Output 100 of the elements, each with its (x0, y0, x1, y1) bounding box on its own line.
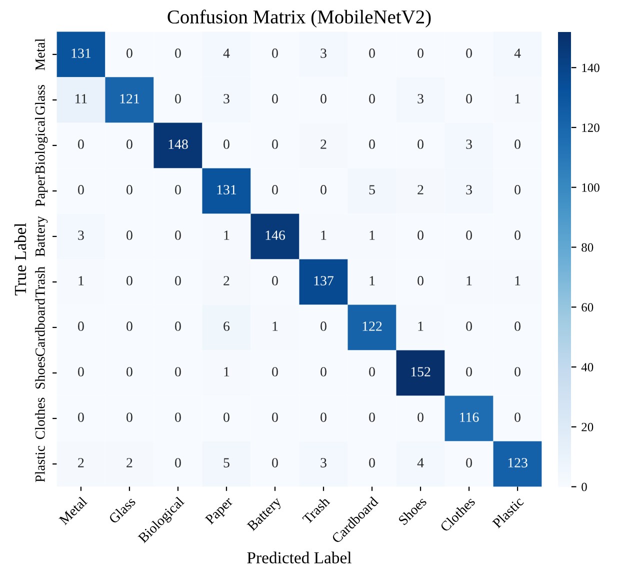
data-label: 0 (466, 367, 472, 376)
data-label: 0 (369, 94, 375, 104)
data-label: 5 (224, 458, 230, 468)
data-label: 0 (514, 367, 520, 376)
data-label: 0 (514, 230, 520, 240)
data-label: 0 (418, 230, 424, 240)
data-label: 4 (417, 458, 424, 468)
data-label: 4 (223, 48, 230, 58)
data-label: 0 (418, 276, 424, 286)
data-label: 0 (175, 94, 181, 104)
data-label: 0 (369, 367, 375, 376)
data-label: 131 (217, 185, 236, 194)
color-bar-label: 80 (582, 243, 594, 252)
data-label: 0 (175, 322, 181, 331)
data-label: 123 (508, 458, 528, 468)
y-tick-label: Trash (35, 266, 45, 298)
data-label: 0 (466, 230, 472, 240)
data-label: 0 (418, 140, 424, 149)
data-label: 1 (515, 94, 520, 104)
data-label: 2 (320, 140, 326, 149)
data-label: 0 (126, 276, 132, 286)
data-label: 121 (120, 94, 140, 104)
data-label: 0 (320, 185, 326, 194)
data-label: 6 (224, 322, 230, 331)
y-tick-label: Metal (35, 38, 45, 70)
color-bar-label: 40 (581, 362, 594, 372)
data-label: 0 (175, 185, 181, 194)
data-label: 0 (272, 458, 278, 468)
data-label: 0 (224, 412, 230, 422)
data-label: 3 (466, 140, 472, 149)
data-label: 152 (411, 367, 430, 376)
data-label: 1 (418, 322, 424, 331)
data-label: 0 (272, 94, 278, 104)
y-tick-label: Clothes (35, 398, 45, 440)
x-axis-title: Predicted Label (247, 552, 352, 564)
data-label: 0 (78, 140, 84, 149)
data-label: 0 (514, 322, 520, 331)
data-label: 3 (418, 94, 424, 104)
data-label: 0 (466, 322, 472, 331)
data-label: 0 (175, 458, 181, 468)
data-label: 0 (78, 322, 84, 331)
y-tick-label: Glass (35, 85, 45, 115)
data-label: 4 (514, 48, 521, 58)
data-label: 0 (418, 48, 424, 58)
data-label: 0 (272, 412, 278, 422)
data-label: 0 (78, 412, 84, 422)
data-label: 0 (369, 412, 375, 422)
data-label: 2 (78, 458, 84, 468)
data-label: 0 (126, 140, 132, 149)
data-label: 3 (224, 94, 230, 104)
data-label: 122 (362, 322, 382, 331)
y-tick-label: Battery (36, 216, 48, 256)
data-label: 0 (126, 322, 132, 331)
data-label: 0 (78, 185, 84, 194)
data-label: 0 (175, 48, 181, 58)
data-label: 0 (272, 185, 278, 194)
data-label: 0 (369, 458, 375, 468)
data-label: 1 (466, 276, 472, 286)
data-label: 2 (126, 458, 132, 468)
data-label: 1 (515, 276, 520, 286)
data-label: 11 (75, 94, 87, 104)
y-axis-title: True Label (14, 223, 26, 296)
data-label: 0 (272, 48, 278, 58)
data-label: 0 (466, 48, 472, 58)
chart-title: Confusion Matrix (MobileNetV2) (168, 10, 431, 28)
color-bar-label: 120 (582, 124, 600, 132)
data-label: 0 (466, 458, 472, 468)
color-bar-label: 60 (582, 303, 594, 312)
data-label: 0 (126, 48, 132, 58)
y-tick-label: Shoes (35, 356, 45, 389)
y-tick-label: Paper (36, 175, 48, 206)
data-label: 1 (321, 230, 326, 240)
data-label: 0 (126, 367, 132, 376)
data-label: 0 (272, 276, 278, 286)
data-label: 0 (514, 140, 520, 149)
data-label: 1 (224, 230, 230, 240)
data-label: 2 (418, 185, 424, 194)
data-label: 0 (272, 367, 278, 376)
y-tick-label: Biological (35, 116, 48, 174)
data-label: 1 (78, 276, 84, 286)
color-bar-label: 20 (582, 422, 594, 432)
data-label: 116 (460, 412, 479, 422)
data-label: 0 (175, 276, 181, 286)
data-label: 146 (266, 230, 285, 240)
data-label: 0 (514, 412, 520, 422)
data-label: 1 (272, 322, 278, 331)
data-label: 148 (168, 140, 188, 149)
data-label: 0 (126, 185, 132, 194)
data-label: 0 (320, 94, 326, 104)
data-label: 0 (369, 48, 375, 58)
data-label: 0 (320, 322, 326, 331)
data-label: 0 (514, 185, 520, 194)
data-label: 137 (314, 276, 334, 286)
data-label: 1 (370, 230, 375, 240)
data-label: 3 (320, 48, 326, 58)
data-label: 0 (272, 140, 278, 149)
y-tick-label: Cardboard (35, 298, 45, 356)
data-label: 0 (175, 230, 181, 240)
color-bar-label: 0 (582, 482, 587, 492)
data-label: 0 (320, 412, 326, 422)
